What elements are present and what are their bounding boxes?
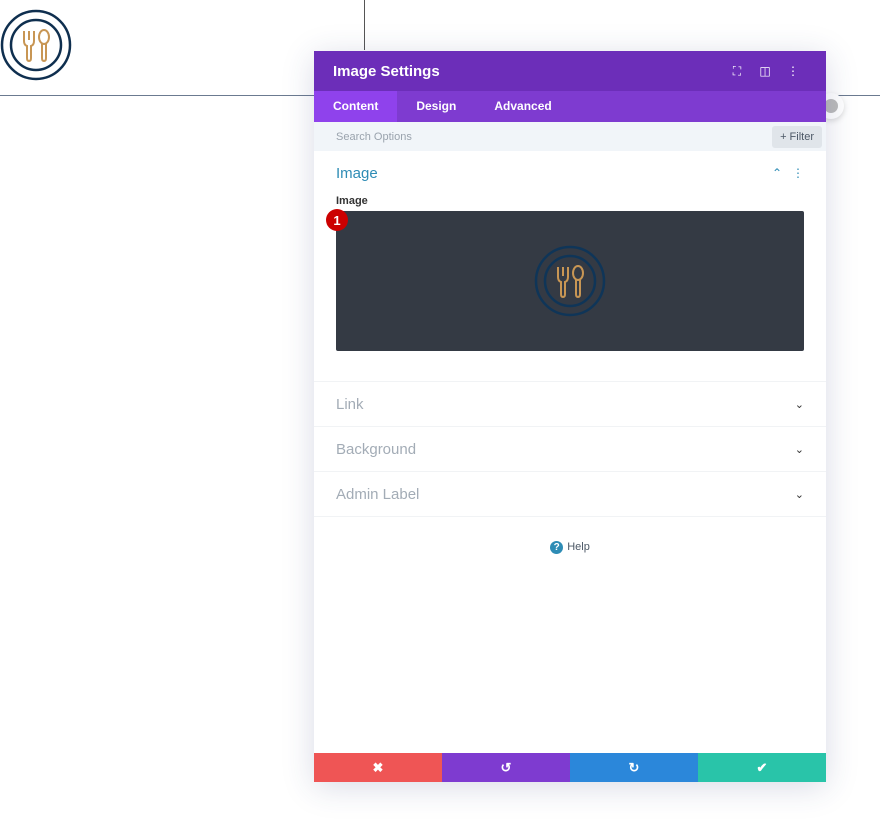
help-label: Help: [567, 541, 590, 553]
fullscreen-icon[interactable]: ⛶: [732, 63, 742, 78]
more-options-icon[interactable]: ⋮: [792, 166, 804, 180]
chevron-up-icon[interactable]: ⌃: [771, 166, 782, 180]
section-background[interactable]: Background ⌄: [314, 427, 826, 472]
chevron-down-icon[interactable]: ⌄: [794, 443, 804, 456]
section-title: Background: [336, 440, 417, 458]
section-link[interactable]: Link ⌄: [314, 382, 826, 427]
help-icon: ?: [550, 541, 564, 554]
section-title: Link: [336, 395, 364, 413]
image-settings-modal: Image Settings ⛶ ◫ ⋮ Content Design Adva…: [314, 51, 826, 782]
cancel-button[interactable]: ✖: [314, 753, 442, 782]
save-button[interactable]: ✔: [698, 753, 826, 782]
vertical-guide: [364, 0, 365, 50]
undo-button[interactable]: ↺: [442, 753, 570, 782]
redo-button[interactable]: ↻: [570, 753, 698, 782]
step-badge: 1: [326, 209, 348, 231]
modal-footer: ✖ ↺ ↻ ✔: [314, 753, 826, 782]
cutlery-plate-icon: [534, 245, 606, 317]
section-image-header[interactable]: Image ⌃ ⋮: [336, 151, 804, 195]
tab-advanced[interactable]: Advanced: [494, 99, 552, 113]
search-bar: Search Options + Filter: [314, 122, 826, 151]
section-image: Image ⌃ ⋮ Image 1: [314, 151, 826, 382]
modal-title: Image Settings: [333, 62, 440, 80]
image-upload-preview[interactable]: 1: [326, 209, 804, 351]
search-input[interactable]: Search Options: [336, 130, 412, 143]
chevron-down-icon[interactable]: ⌄: [794, 398, 804, 411]
section-title: Admin Label: [336, 485, 420, 503]
section-title: Image: [336, 164, 378, 182]
filter-button[interactable]: + Filter: [772, 125, 822, 148]
section-admin-label[interactable]: Admin Label ⌄: [314, 472, 826, 517]
split-view-icon[interactable]: ◫: [759, 64, 771, 78]
tab-design[interactable]: Design: [416, 99, 457, 113]
help-link[interactable]: ? Help: [314, 541, 826, 554]
image-field-label: Image: [336, 195, 368, 207]
modal-header: Image Settings ⛶ ◫ ⋮: [314, 51, 826, 91]
cutlery-plate-icon: [0, 9, 72, 81]
chevron-down-icon[interactable]: ⌄: [794, 488, 804, 501]
more-options-icon[interactable]: ⋮: [787, 64, 799, 78]
globe-icon: [824, 99, 838, 113]
tab-bar: Content Design Advanced: [314, 91, 826, 122]
tab-content[interactable]: Content: [314, 91, 398, 122]
